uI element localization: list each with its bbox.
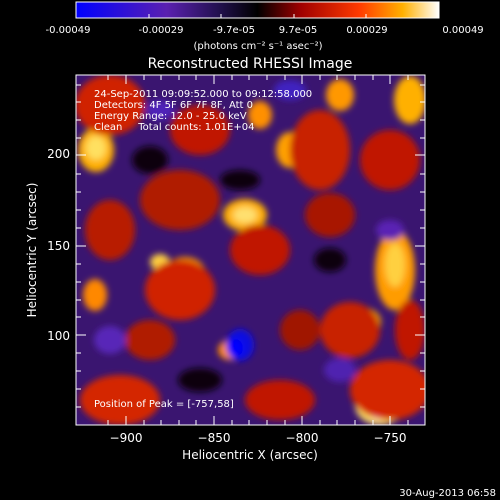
intensity-blob [280, 310, 320, 350]
intensity-blob [395, 300, 425, 360]
intensity-blob [85, 200, 135, 260]
intensity-blob [274, 80, 306, 100]
intensity-blob [80, 375, 160, 425]
intensity-blob [326, 79, 354, 111]
intensity-blob [248, 101, 272, 129]
plot-title: Reconstructed RHESSI Image [148, 56, 353, 72]
annotation-time-range: 24-Sep-2011 09:09:52.000 to 09:12:58.000 [94, 89, 312, 100]
x-tick-2: −800 [286, 431, 319, 445]
intensity-blob [385, 243, 405, 287]
plot-frame [75, 74, 426, 426]
intensity-blob [132, 146, 168, 174]
intensity-blob [220, 170, 260, 190]
colorbar: -0.00049 -0.00029 -9.7e-05 9.7e-05 0.000… [46, 1, 484, 52]
intensity-blob [83, 279, 107, 311]
intensity-blob [86, 136, 106, 160]
intensity-blob [76, 75, 145, 135]
intensity-blob [314, 248, 346, 272]
intensity-blob [170, 105, 230, 155]
intensity-blob [145, 260, 215, 320]
annotation-clean-counts: Clean Total counts: 1.01E+04 [94, 122, 254, 133]
intensity-blob [376, 220, 404, 240]
intensity-blob [245, 380, 315, 420]
colorbar-tick-1: -0.00029 [139, 25, 184, 36]
intensity-blob [350, 360, 425, 420]
x-tick-1: −850 [198, 431, 231, 445]
intensity-blob [227, 339, 243, 357]
axis-ticks [76, 75, 425, 425]
intensity-blob [94, 326, 126, 354]
intensity-blob [320, 302, 380, 358]
y-tick-1: 150 [47, 239, 70, 253]
colorbar-tick-3: 9.7e-05 [279, 25, 317, 36]
intensity-blob [324, 358, 356, 382]
annotation-block: 24-Sep-2011 09:09:52.000 to 09:12:58.000… [94, 89, 312, 133]
image-area [75, 74, 426, 426]
annotation-detectors: Detectors: 4F 5F 6F 7F 8F, Att 0 [94, 100, 253, 111]
intensity-blob [230, 225, 290, 275]
colorbar-tick-2: -9.7e-05 [213, 25, 255, 36]
colorbar-gradient [75, 1, 440, 19]
x-tick-0: −900 [110, 431, 143, 445]
colorbar-tick-0: -0.00049 [46, 25, 91, 36]
intensity-blob [233, 207, 257, 223]
intensity-blob [140, 170, 220, 230]
intensity-blob [305, 193, 355, 237]
footer-date: 30-Aug-2013 06:58 [399, 488, 496, 499]
intensity-blob [178, 368, 222, 392]
y-tick-2: 200 [47, 147, 70, 161]
reconstructed-image [76, 75, 425, 425]
x-tick-3: −750 [374, 431, 407, 445]
peak-position-label: Position of Peak = [-757,58] [94, 399, 234, 410]
colorbar-ticks [75, 14, 440, 18]
intensity-blob [360, 130, 420, 190]
intensity-blob [394, 76, 425, 124]
y-tick-0: 100 [47, 329, 70, 343]
intensity-blob [146, 100, 174, 120]
colorbar-tick-5: 0.00049 [442, 25, 483, 36]
colorbar-units: (photons cm⁻² s⁻¹ asec⁻²) [193, 41, 322, 52]
x-axis-label: Heliocentric X (arcsec) [182, 448, 318, 462]
intensity-blob [290, 110, 350, 190]
intensity-blob [125, 320, 175, 360]
colorbar-tick-4: 0.00029 [346, 25, 387, 36]
annotation-energy-range: Energy Range: 12.0 - 25.0 keV [94, 111, 247, 122]
y-axis-label: Heliocentric Y (arcsec) [25, 183, 39, 318]
